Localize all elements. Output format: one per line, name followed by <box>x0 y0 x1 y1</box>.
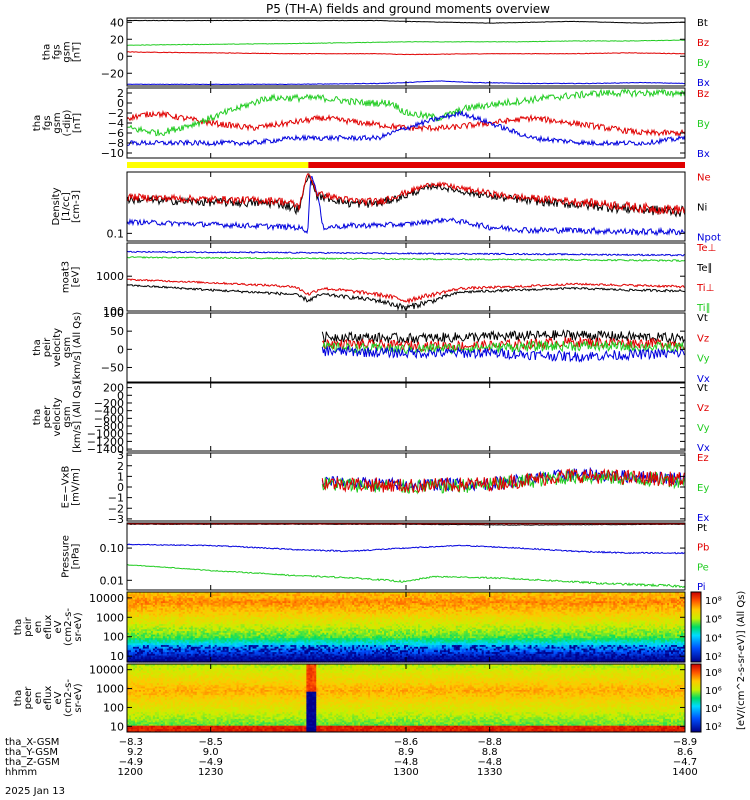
ytick-label: −20 <box>101 67 124 80</box>
legend-p5-Vt: Vt <box>697 313 708 324</box>
legend-p5-Vz: Vz <box>697 333 709 344</box>
legend-p3-Ne: Ne <box>697 173 711 184</box>
panel-s1: 10000100010010thapeirenefluxeV(cm2-s-sr-… <box>13 592 686 663</box>
legend-p7-Ey: Ey <box>697 483 709 494</box>
series-p8-Pe <box>127 565 685 588</box>
series-p5-Vx <box>322 347 684 362</box>
legend-p4-Ti⊥: Ti⊥ <box>696 283 714 294</box>
legend-p1-Bz: Bz <box>697 38 709 49</box>
legend-p1-Bx: Bx <box>697 78 710 89</box>
legend-p2-Bz: Bz <box>697 89 709 100</box>
series-p4-Te∥ <box>127 257 685 262</box>
panel-p5: 100 50 0 −50 thapeirvelocitygsm[km/s] (All Q… <box>32 307 710 385</box>
ylabel-p7: E=−VxB[mV/m] <box>61 466 82 509</box>
panel-frame-p5 <box>127 313 685 382</box>
ylabel-p5: thapeirvelocitygsm[km/s] (All Qs) <box>32 312 83 384</box>
ylabel-line: [eV] <box>71 267 82 288</box>
ylabel-line: [mV/m] <box>71 468 82 506</box>
ytick-label: 0 <box>117 343 124 356</box>
ylabel-p4: moat3[eV] <box>61 261 82 293</box>
spectrogram-s1-cells <box>127 592 686 663</box>
ytick-label: −10 <box>101 147 124 160</box>
ylabel-line: [nT] <box>72 42 83 62</box>
ytick-label: −50 <box>101 361 124 374</box>
ytick-label: 40 <box>110 16 124 29</box>
legend-p6-Vy: Vy <box>697 423 710 434</box>
legend-p8-Pi: Pi <box>697 582 706 593</box>
ylabel-line: [nT] <box>72 113 83 133</box>
panel-p3: 0.1 Density[1/cc][cm-3] Ne Ni Npot <box>51 172 721 244</box>
ytick-label: 0.1 <box>107 227 125 240</box>
ylabel-line: [cm-3] <box>71 190 82 223</box>
ytick-label: 0.01 <box>100 574 125 587</box>
ytick-label: 0 <box>117 50 124 63</box>
legend-p3-Ni: Ni <box>697 203 707 214</box>
legend-p6-Vt: Vt <box>697 383 708 394</box>
legend-p8-Pb: Pb <box>697 543 709 554</box>
panels: 40200−20thafgsgsm[nT]BtBzByBx20−2−4−6−8−… <box>13 16 721 733</box>
ylabel-line: [km/s] (All Qs) <box>72 381 83 453</box>
legend-p7-Ez: Ez <box>697 453 709 464</box>
series-p1-Bz <box>127 52 685 55</box>
legend-p2-Bx: Bx <box>697 149 710 160</box>
legend-p1-Bt: Bt <box>697 18 708 29</box>
legend-p3-Npot: Npot <box>697 233 721 244</box>
legend-p8-Pt: Pt <box>697 523 707 534</box>
ytick-label: 1000 <box>96 270 124 283</box>
panel-frame-p8 <box>127 523 685 590</box>
legend-p5-Vy: Vy <box>697 354 710 365</box>
ytick-label: −3 <box>108 513 124 526</box>
panel-p6: 2000−200−400−600−800−1000−1200−1400thape… <box>32 381 710 456</box>
panel-frame-p1 <box>127 18 685 86</box>
panel-p1: 40 20 0 −20 thafgsgsm[nT] Bt Bz By Bx <box>42 16 710 89</box>
ylabel-p8: Pressure[nPa] <box>61 535 82 578</box>
series-p4-Te⊥ <box>127 251 685 255</box>
legend-p4-Te⊥: Te⊥ <box>696 243 716 254</box>
series-p1-By <box>127 40 685 46</box>
panel-p8: 0.10 0.01 Pressure[nPa] Pt Pb Pe Pi <box>61 523 710 593</box>
ylabel-p3: Density[1/cc][cm-3] <box>51 187 82 225</box>
ytick-label: 20 <box>110 33 124 46</box>
ylabel-line: [km/s] (All Qs) <box>72 312 83 384</box>
panel-frame-p6 <box>127 383 685 451</box>
legend-p8-Pe: Pe <box>697 562 709 573</box>
ylabel-p1: thafgsgsm[nT] <box>42 41 83 62</box>
ytick-label: 100 <box>103 307 124 320</box>
legend-p6-Vz: Vz <box>697 403 709 414</box>
ylabel-p2: thafgsgsm(-dip)[nT] <box>32 109 83 136</box>
overview-figure: P5 (TH-A) fields and ground moments over… <box>0 0 750 800</box>
figure-title: P5 (TH-A) fields and ground moments over… <box>266 2 550 16</box>
series-p4-Ti⊥ <box>127 279 685 302</box>
legend-p4-Te∥: Te∥ <box>696 263 713 274</box>
series-p8-Pi <box>127 544 685 554</box>
ytick-label: 50 <box>110 325 124 338</box>
ytick-label: 0.10 <box>100 542 125 555</box>
ylabel-p6: thapeervelocitygsm[km/s] (All Qs) <box>32 381 83 453</box>
legend-p1-By: By <box>697 58 710 69</box>
ylabel-line: [nPa] <box>71 543 82 569</box>
legend-p2-By: By <box>697 119 710 130</box>
